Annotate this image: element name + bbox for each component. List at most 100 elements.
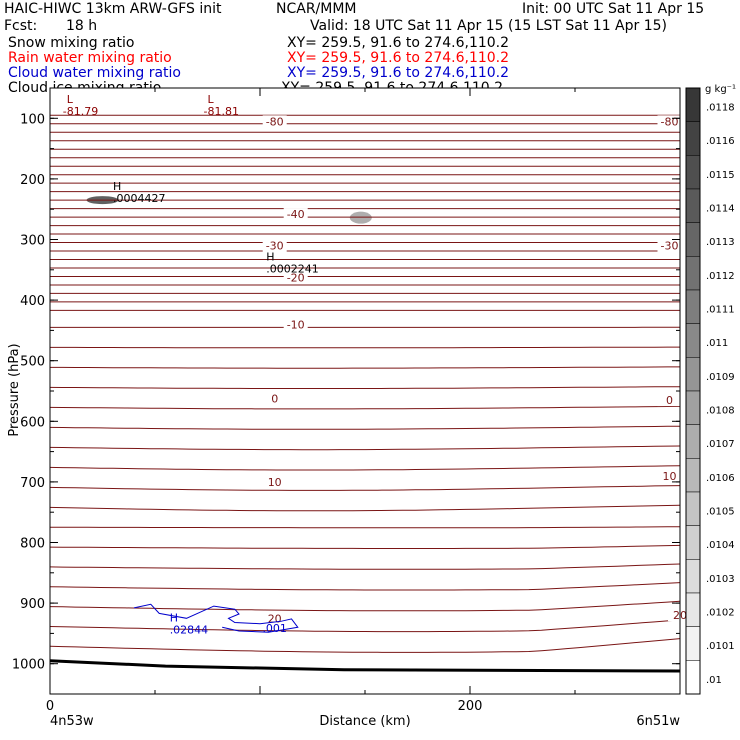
colorbar-unit: g kg⁻¹ [705, 84, 736, 95]
colorbar-label: .0114 [706, 204, 735, 215]
isotherm-label: 10 [268, 476, 282, 489]
y-tick-label: 800 [20, 537, 45, 552]
colorbar-segment [685, 525, 701, 560]
cloud-water-contour [133, 603, 299, 633]
colorbar-segment [685, 491, 701, 526]
isotherm-label: 0 [666, 394, 673, 407]
colorbar-label: .0108 [706, 406, 735, 417]
isotherm-contour [49, 485, 681, 491]
colorbar-segment [685, 390, 701, 425]
y-tick-label: 400 [20, 294, 45, 309]
right-endpoint-label: 6n51w [636, 714, 680, 729]
plot-background [50, 88, 680, 694]
isotherm-label: 0 [271, 392, 278, 405]
colorbar-segment [685, 660, 701, 695]
colorbar-segment [685, 424, 701, 459]
colorbar-label: .0101 [706, 641, 735, 652]
colorbar-label: .0107 [706, 439, 735, 450]
colorbar-label: .0111 [706, 305, 735, 316]
colorbar-label: .0116 [706, 136, 735, 147]
y-tick-label: 900 [20, 597, 45, 612]
isotherm-label-bg [657, 394, 682, 407]
colorbar-segment [685, 87, 701, 122]
colorbar-label: .0115 [706, 170, 735, 181]
colorbar-label: .0103 [706, 574, 735, 585]
extremum-value: -81.81 [204, 105, 239, 118]
y-tick-label: 500 [20, 355, 45, 370]
isotherm-label-bg [262, 475, 287, 488]
extremum-mark: H [170, 611, 178, 624]
isotherm-label-bg [283, 318, 308, 331]
colorbar-frame [685, 87, 701, 695]
surface-pressure-line [49, 659, 681, 673]
colorbar-segment [685, 155, 701, 190]
isotherm-contour [49, 425, 681, 430]
colorbar-segment [685, 626, 701, 661]
isotherm-label-bg [657, 239, 682, 252]
isotherm-contour [49, 582, 681, 591]
y-tick-label: 300 [20, 234, 45, 249]
colorbar-label: .0104 [706, 540, 735, 551]
isotherm-label: -80 [661, 115, 679, 128]
isotherm-label-bg [262, 115, 287, 128]
isotherm-label-bg [657, 469, 682, 482]
colorbar-segment [685, 592, 701, 627]
colorbar-label: .0102 [706, 608, 735, 619]
colorbar-segment [685, 256, 701, 291]
field-cloudwater-name: Cloud water mixing ratio [8, 65, 181, 81]
extremum-value: .0004427 [113, 192, 166, 205]
extremum-mark: L [67, 93, 74, 106]
extremum-mark: L [208, 93, 215, 106]
colorbar-segment [685, 458, 701, 493]
isotherm-contour [49, 405, 681, 410]
colorbar-label: .011 [706, 338, 728, 349]
colorbar-label: .0109 [706, 372, 735, 383]
colorbar-segment [685, 289, 701, 324]
y-axis-title: Pressure (hPa) [7, 343, 22, 436]
isotherm-contour [49, 563, 681, 570]
isotherm-contour [49, 445, 681, 451]
isotherm-label-bg [262, 239, 287, 252]
colorbar-segment [685, 559, 701, 594]
field-rain-xy: XY= 259.5, 91.6 to 274.6,110.2 [287, 50, 510, 66]
cloud-water-contour-label: .001 [262, 622, 287, 635]
isotherm-contour [50, 346, 680, 349]
y-tick-label: 700 [20, 476, 45, 491]
isotherm-contour [49, 638, 681, 653]
left-endpoint-label: 4n53w [50, 714, 94, 729]
model-title: HAIC-HIWC 13km ARW-GFS init [4, 1, 222, 17]
field-snow-name: Snow mixing ratio [8, 35, 135, 51]
extremum-mark: H [266, 251, 274, 264]
isotherm-contour [49, 465, 681, 471]
y-tick-label: 200 [20, 173, 45, 188]
colorbar-label: .01 [706, 675, 722, 686]
isotherm-label: 10 [663, 470, 677, 483]
colorbar-segment [685, 188, 701, 223]
isotherm-contour [49, 619, 681, 633]
isotherm-contour [49, 544, 681, 549]
org-label: NCAR/MMM [276, 1, 357, 17]
y-tick-label: 1000 [12, 658, 45, 673]
extremum-value: -81.79 [63, 105, 98, 118]
init-time: Init: 00 UTC Sat 11 Apr 15 [522, 1, 705, 17]
isotherm-contour [50, 366, 680, 369]
colorbar-segment [685, 121, 701, 156]
valid-time: Valid: 18 UTC Sat 11 Apr 15 (15 LST Sat … [310, 18, 668, 34]
extremum-value: .0002241 [266, 263, 319, 276]
x-axis-title: Distance (km) [319, 714, 410, 729]
colorbar-label: .0113 [706, 237, 735, 248]
cloud-ice-shading [349, 211, 372, 224]
extremum-mark: H [113, 180, 121, 193]
y-tick-label: 100 [20, 112, 45, 127]
x-tick-label: 200 [458, 699, 483, 714]
field-snow-xy: XY= 259.5, 91.6 to 274.6,110.2 [287, 35, 510, 51]
colorbar-label: .0106 [706, 473, 735, 484]
colorbar-segment [685, 323, 701, 358]
isotherm-label-bg [283, 208, 308, 221]
forecast-hours: 18 h [66, 18, 98, 34]
isotherm-label-bg [262, 392, 287, 405]
isotherm-label: -40 [287, 208, 305, 221]
isotherm-label-bg [283, 271, 308, 284]
isotherm-label: -20 [287, 272, 305, 285]
